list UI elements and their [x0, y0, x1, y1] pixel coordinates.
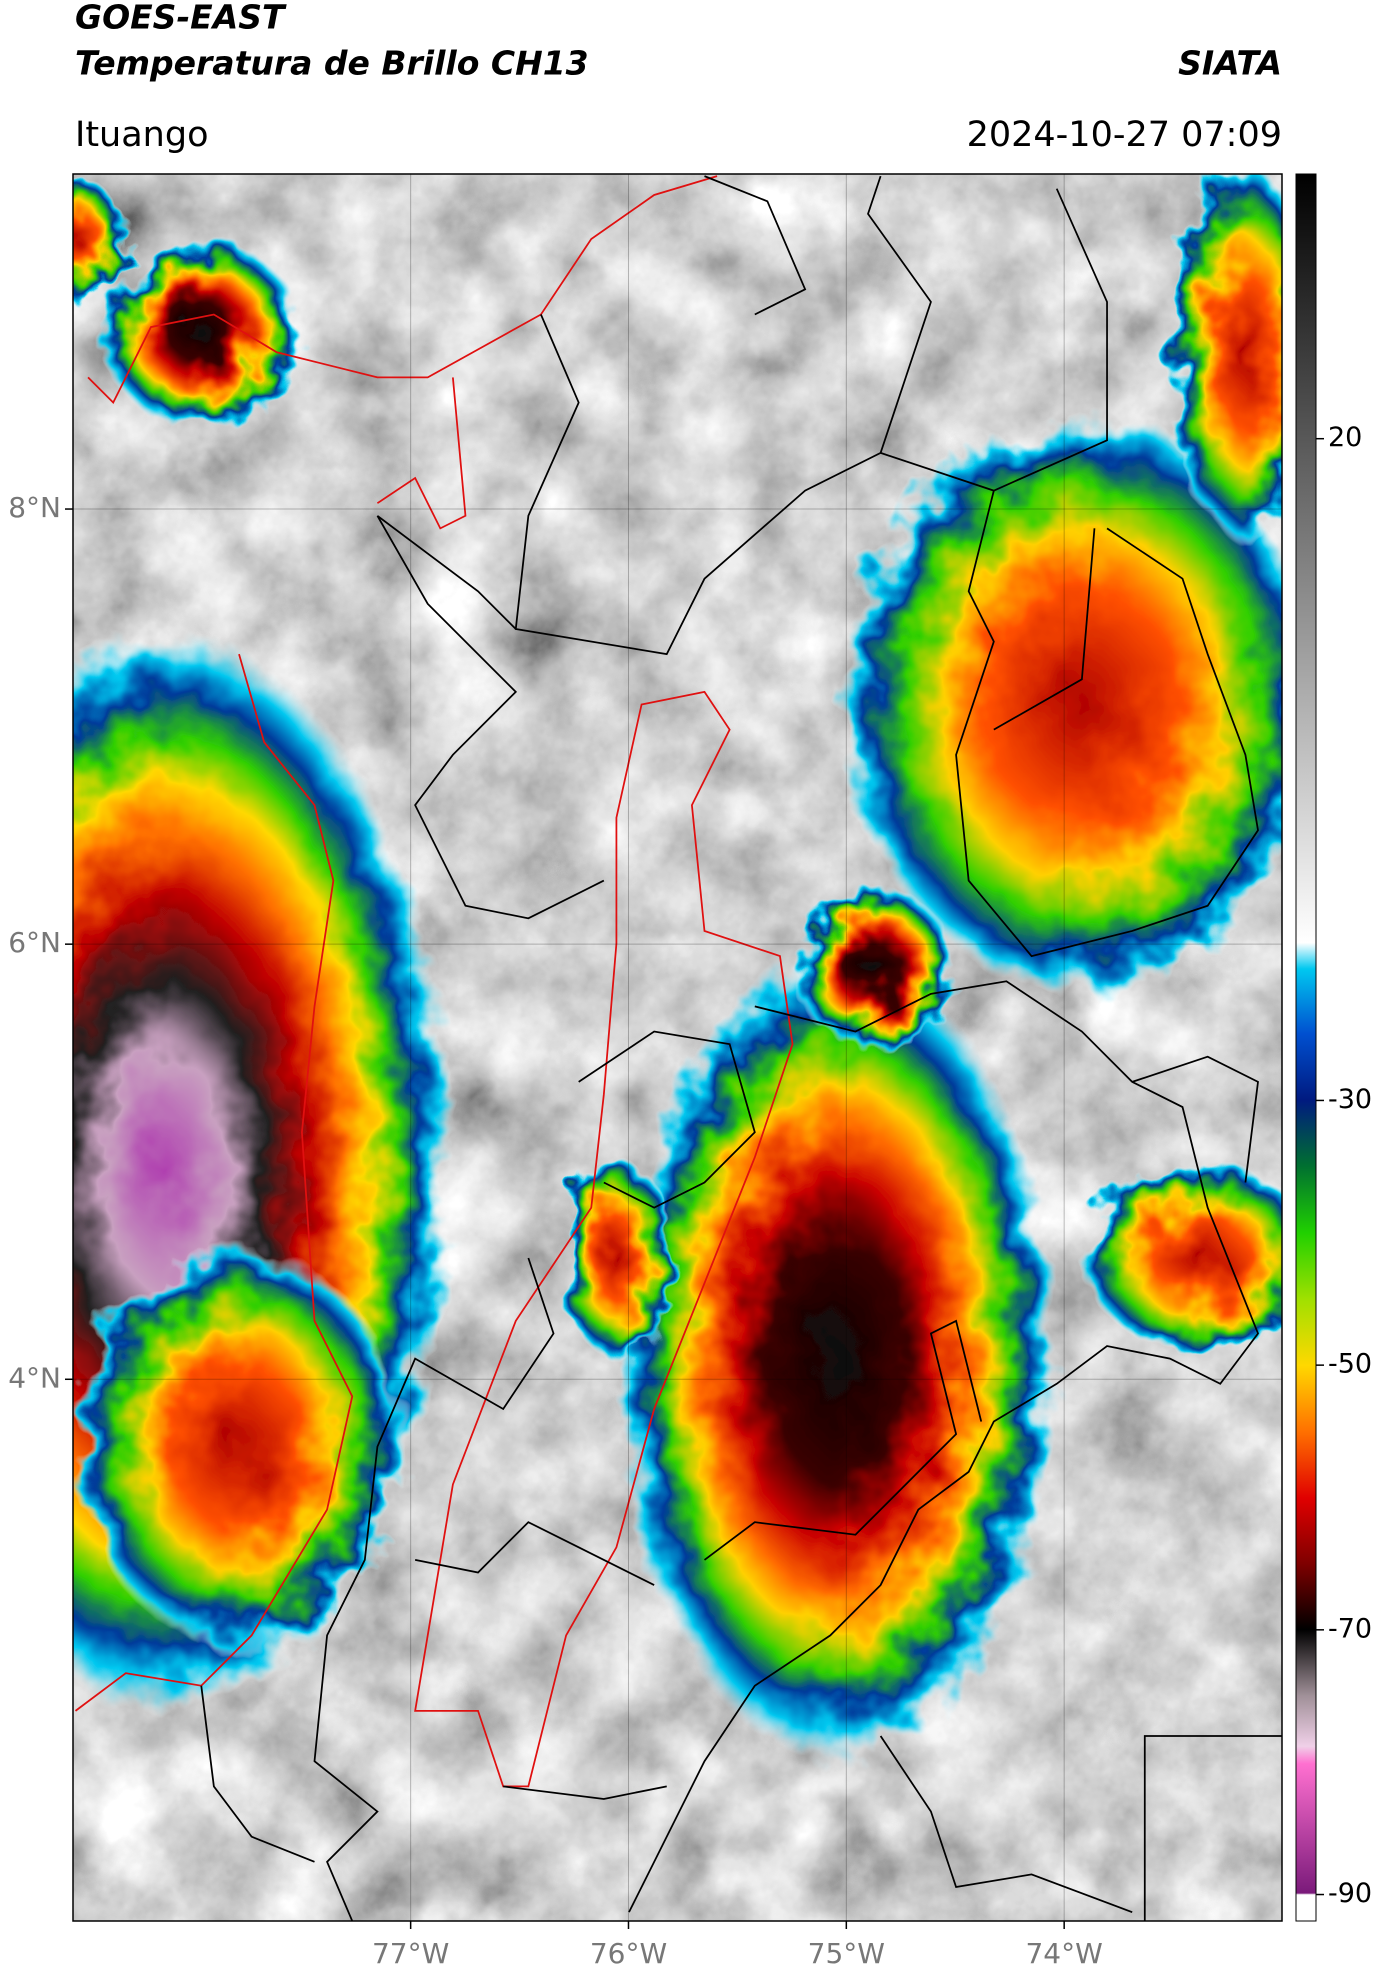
title: GOES-EAST [75, 0, 287, 37]
y-tick-label: 8°N [8, 491, 61, 524]
map-image [73, 174, 1282, 1921]
boundaries [74, 175, 1282, 1921]
datetime: 2024-10-27 07:09 [967, 115, 1282, 155]
colorbar [1295, 173, 1317, 1922]
storm-cells [73, 174, 1282, 1762]
y-tick-label: 6°N [8, 926, 61, 959]
colorbar-tick-label: -90 [1328, 1878, 1372, 1909]
x-tick-label: 77°W [372, 1937, 449, 1970]
map-frame [72, 173, 1283, 1922]
y-tick-label: 4°N [8, 1361, 61, 1394]
colorbar-tick-label: 20 [1328, 422, 1362, 453]
x-tick-label: 75°W [808, 1937, 885, 1970]
x-tick-label: 76°W [590, 1937, 667, 1970]
location: Ituango [75, 115, 209, 155]
colorbar-tick-label: -30 [1328, 1084, 1372, 1115]
x-tick-label: 74°W [1025, 1937, 1102, 1970]
colorbar-tick-label: -70 [1328, 1613, 1372, 1644]
brand: SIATA [1178, 44, 1282, 83]
subtitle: Temperatura de Brillo CH13 [75, 44, 589, 83]
colorbar-tick-label: -50 [1328, 1349, 1372, 1380]
